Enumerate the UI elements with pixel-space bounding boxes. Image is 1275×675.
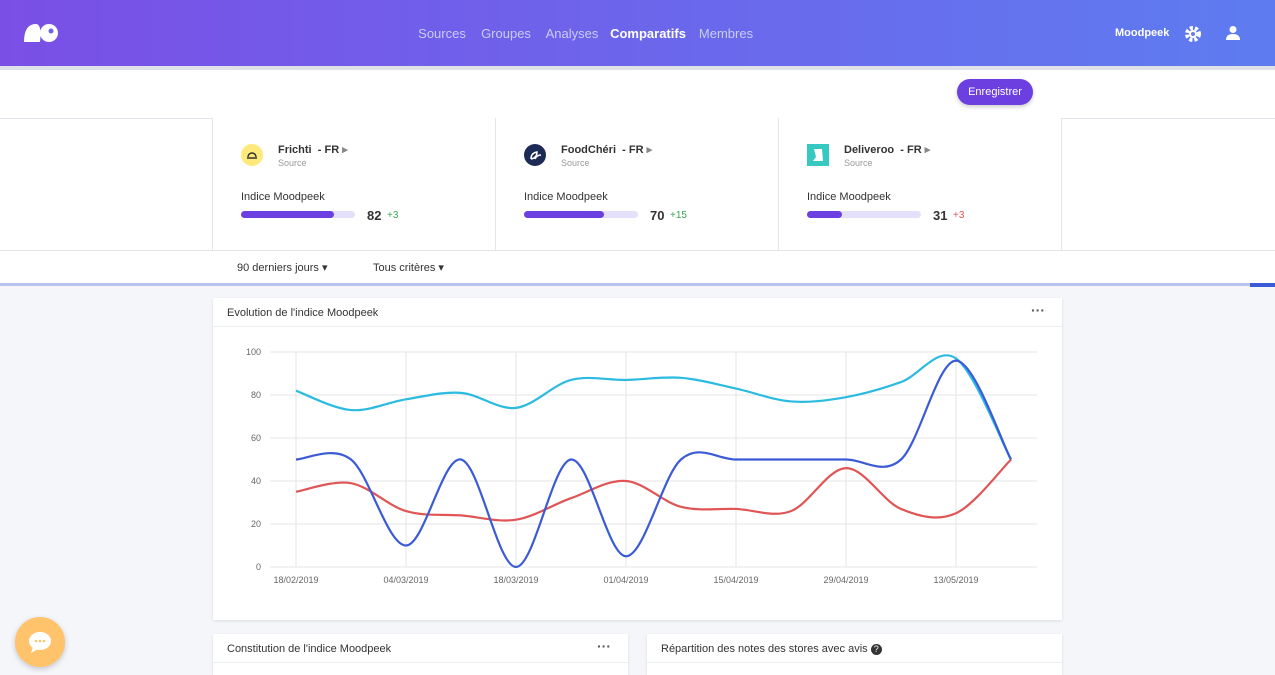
x-tick-label: 18/02/2019 xyxy=(273,575,318,585)
name: Deliveroo xyxy=(844,144,895,156)
x-tick-label: 15/04/2019 xyxy=(713,575,758,585)
divider xyxy=(213,326,1062,327)
save-button[interactable]: Enregistrer xyxy=(957,79,1033,105)
score-track xyxy=(807,211,921,218)
filter-label: 90 derniers jours xyxy=(237,262,319,274)
panel-title: Répartition des notes des stores avec av… xyxy=(661,643,882,655)
series-line xyxy=(295,359,1012,569)
divider xyxy=(212,118,213,250)
metric: Indice Moodpeek xyxy=(524,191,608,203)
delta: +3 xyxy=(387,210,399,221)
user-name[interactable]: Moodpeek xyxy=(1115,27,1170,39)
country: - FR xyxy=(622,144,644,156)
series-line xyxy=(295,354,1012,461)
y-tick-label: 80 xyxy=(251,390,261,400)
score-bar xyxy=(524,211,604,218)
source: Source xyxy=(561,158,590,168)
x-tick-label: 04/03/2019 xyxy=(383,575,428,585)
x-tick-label: 01/04/2019 xyxy=(603,575,648,585)
name: Frichti xyxy=(278,144,312,156)
panel-title-text: Répartition des notes des stores avec av… xyxy=(661,643,868,655)
filter-label: Tous critères xyxy=(373,262,436,274)
menu[interactable]: ··· xyxy=(597,638,611,654)
settings-icon[interactable] xyxy=(1184,25,1202,43)
header: Moodpeek Sources Groupes Analyses Comparati… xyxy=(0,0,1275,66)
source: Source xyxy=(278,158,307,168)
country: - FR xyxy=(317,144,340,156)
score: 82 xyxy=(367,208,382,223)
nav-item[interactable]: Groupes xyxy=(481,26,531,41)
y-tick-label: 100 xyxy=(246,347,261,357)
chart-title: Evolution de l'indice Moodpeek xyxy=(227,307,379,319)
brand-card: Frichti - FR ▸ Source Indice Moodpeek 82 +3 xyxy=(213,118,496,250)
divider xyxy=(647,662,1062,663)
brand-name: Frichti - FR ▸ xyxy=(278,144,348,156)
delta: +15 xyxy=(670,210,687,221)
source: Source xyxy=(844,158,873,168)
brand-name: Deliveroo - FR ▸ xyxy=(844,144,931,156)
y-tick-label: 60 xyxy=(251,433,261,443)
nav-item[interactable]: Analyses xyxy=(545,26,599,41)
country: - FR xyxy=(900,144,922,156)
period-filter[interactable]: 90 derniers jours ▾ xyxy=(237,262,328,274)
brand-icon xyxy=(807,144,829,171)
brand-card: Deliveroo - FR ▸ Source Indice Moodpeek 31 +… xyxy=(779,118,1062,250)
divider xyxy=(0,66,1275,70)
filters: 90 derniers jours ▾ Tous critères ▾ xyxy=(0,251,1275,283)
progress-end xyxy=(1250,283,1275,287)
y-tick-label: 20 xyxy=(251,519,261,529)
panel: Constitution de l'indice Moodpeek ··· xyxy=(213,634,628,675)
metric: Indice Moodpeek xyxy=(807,191,891,203)
score-bar xyxy=(807,211,843,218)
x-tick-label: 13/05/2019 xyxy=(933,575,978,585)
y-tick-label: 0 xyxy=(256,562,261,572)
brand-icon xyxy=(241,144,263,171)
delta: +3 xyxy=(953,210,965,221)
menu[interactable]: ··· xyxy=(1031,302,1045,318)
y-tick-label: 40 xyxy=(251,476,261,486)
name: FoodChéri xyxy=(561,144,616,156)
nav-item[interactable]: Comparatifs xyxy=(610,26,686,41)
criteria-filter[interactable]: Tous critères ▾ xyxy=(373,262,444,274)
score-bar xyxy=(241,211,335,218)
x-tick-label: 29/04/2019 xyxy=(823,575,868,585)
score: 70 xyxy=(650,208,665,223)
panel: Répartition des notes des stores avec av… xyxy=(647,634,1062,675)
logo[interactable] xyxy=(22,22,60,44)
nav-item[interactable]: Sources xyxy=(418,26,466,41)
nav-item[interactable]: Membres xyxy=(698,26,754,41)
user-icon[interactable] xyxy=(1225,25,1241,41)
metric: Indice Moodpeek xyxy=(241,191,325,203)
x-tick-label: 18/03/2019 xyxy=(493,575,538,585)
brand-name: FoodChéri - FR ▸ xyxy=(561,144,653,156)
chat-button[interactable] xyxy=(15,617,65,667)
brand-icon xyxy=(524,144,546,171)
divider xyxy=(213,662,628,663)
progress-track xyxy=(0,283,1250,286)
brand-card: FoodChéri - FR ▸ Source Indice Moodpeek 70 +… xyxy=(496,118,779,250)
panel-title: Constitution de l'indice Moodpeek xyxy=(227,643,392,655)
score: 31 xyxy=(933,208,948,223)
